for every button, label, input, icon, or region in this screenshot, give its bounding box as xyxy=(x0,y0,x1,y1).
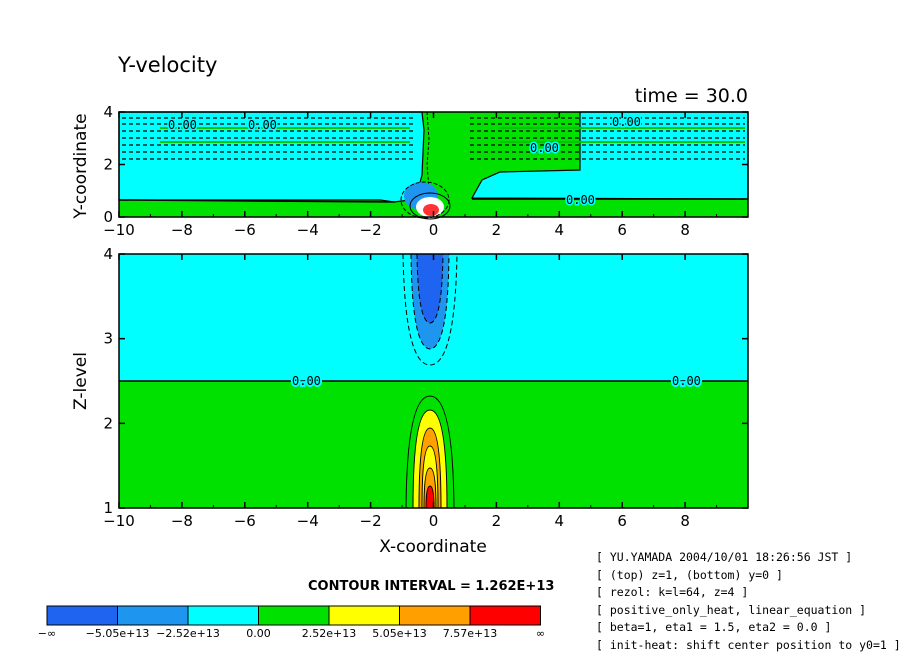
top-x-tick-label: 4 xyxy=(555,221,565,239)
colorbar-label: ∞ xyxy=(536,627,545,640)
top-x-tick-label: −8 xyxy=(171,221,193,239)
info-line: [ beta=1, eta1 = 1.5, eta2 = 0.0 ] xyxy=(596,620,832,634)
bottom-y-tick-label: 3 xyxy=(103,330,113,348)
bottom-panel: 0.00 0.00 Z-level X-coordinate 1 2 3 4 −10 −… xyxy=(71,245,749,557)
colorbar-label: −∞ xyxy=(38,627,56,640)
bottom-x-tick-label: 8 xyxy=(680,512,690,530)
bottom-x-tick-label: −10 xyxy=(103,512,135,530)
contour-interval-label: CONTOUR INTERVAL = 1.262E+13 xyxy=(308,579,554,594)
top-vortex-outline xyxy=(400,181,450,219)
info-line: [ init-heat: shift center position to y0… xyxy=(596,637,901,652)
top-x-tick-label: 0 xyxy=(429,221,439,239)
bottom-contour-label: 0.00 xyxy=(672,374,701,388)
bottom-x-tick-label: −4 xyxy=(297,512,319,530)
bottom-x-tick-label: 6 xyxy=(617,512,627,530)
time-label: time = 30.0 xyxy=(635,85,748,107)
top-x-tick-label: −2 xyxy=(360,221,382,239)
top-panel: 0.00 0.00 0.00 0.00 0.00 Y-coordinate 0 2… xyxy=(71,103,749,239)
colorbar-swatch xyxy=(328,605,400,626)
colorbar: −∞ −5.05e+13 −2.52e+13 0.00 2.52e+13 5.05e+13… xyxy=(38,605,545,640)
bottom-x-axis-label: X-coordinate xyxy=(379,537,487,557)
top-green-bands xyxy=(160,127,745,143)
top-x-tick-label: 2 xyxy=(492,221,502,239)
colorbar-label: 7.57e+13 xyxy=(443,627,497,640)
top-zero-contour xyxy=(118,199,396,203)
colorbar-swatch xyxy=(469,605,541,626)
bottom-y-tick-label: 1 xyxy=(103,499,113,517)
chart-title: Y-velocity xyxy=(117,53,217,77)
bottom-y-tick-label: 2 xyxy=(103,414,113,432)
bottom-x-tick-label: −6 xyxy=(234,512,256,530)
colorbar-swatch xyxy=(117,605,189,626)
bottom-x-tick-label: 0 xyxy=(429,512,439,530)
bottom-neg-plume-3 xyxy=(416,253,444,324)
top-contour-label: 0.00 xyxy=(530,141,559,155)
top-x-tick-label: 8 xyxy=(680,221,690,239)
top-vortex-red xyxy=(423,204,439,216)
colorbar-swatch xyxy=(399,605,471,626)
top-x-tick-label: −4 xyxy=(297,221,319,239)
colorbar-label: −5.05e+13 xyxy=(86,627,150,640)
colorbar-label: 2.52e+13 xyxy=(302,627,356,640)
bottom-neg-plume-outer xyxy=(402,253,458,366)
bottom-x-tick-label: 2 xyxy=(492,512,502,530)
info-line: [ (top) z=1, (bottom) y=0 ] xyxy=(596,567,783,582)
info-line: [ rezol: k=l=64, z=4 ] xyxy=(596,585,749,599)
top-y-tick-label: 0 xyxy=(103,208,113,226)
top-x-tick-label: −10 xyxy=(103,221,135,239)
info-block: [ YU.YAMADA 2004/10/01 18:26:56 JST ] [ (… xyxy=(596,549,901,654)
bottom-pos-plume-1 xyxy=(405,395,455,509)
top-contour-label: 0.00 xyxy=(248,118,277,132)
bottom-x-tick-label: −2 xyxy=(360,512,382,530)
colorbar-label: 5.05e+13 xyxy=(372,627,426,640)
colorbar-label: 0.00 xyxy=(246,627,271,640)
top-y-tick-label: 4 xyxy=(103,103,113,121)
info-line: [ YU.YAMADA 2004/10/01 18:26:56 JST ] xyxy=(596,550,853,564)
colorbar-label: −2.52e+13 xyxy=(156,627,220,640)
bottom-x-tick-label: −8 xyxy=(171,512,193,530)
colorbar-swatch xyxy=(46,605,118,626)
bottom-pos-plume-6 xyxy=(425,485,435,509)
bottom-y-tick-label: 4 xyxy=(103,245,113,263)
bottom-contour-label: 0.00 xyxy=(292,374,321,388)
top-y-axis-label: Y-coordinate xyxy=(71,113,91,219)
top-x-tick-label: −6 xyxy=(234,221,256,239)
bottom-y-axis-label: Z-level xyxy=(71,352,91,410)
colorbar-swatch xyxy=(187,605,259,626)
top-x-tick-label: 6 xyxy=(617,221,627,239)
top-contour-label: 0.00 xyxy=(612,115,641,129)
top-vortex-outline-2 xyxy=(409,192,451,220)
top-contour-label: 0.00 xyxy=(566,193,595,207)
bottom-x-tick-label: 4 xyxy=(555,512,565,530)
info-line: [ positive_only_heat, linear_equation ] xyxy=(596,602,867,617)
top-y-tick-label: 2 xyxy=(103,156,113,174)
top-contour-label: 0.00 xyxy=(168,118,197,132)
top-noise-contours xyxy=(122,117,745,160)
colorbar-swatch xyxy=(258,605,330,626)
